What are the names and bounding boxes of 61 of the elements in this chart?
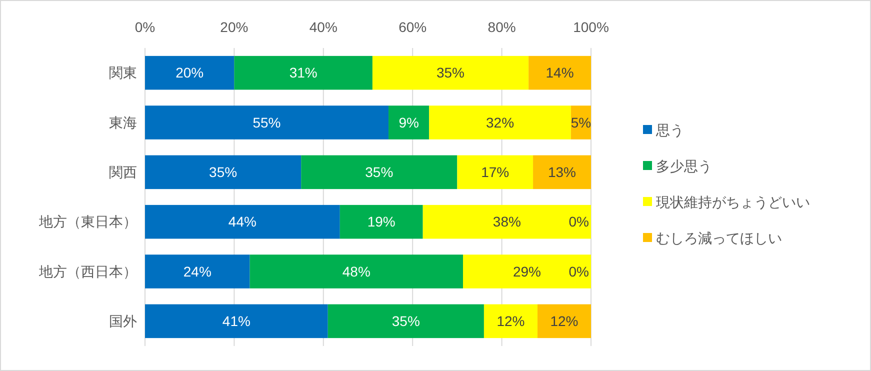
- bar: [340, 204, 423, 239]
- data-label: 19%: [367, 214, 396, 230]
- bar: [463, 254, 591, 288]
- x-tick-label: 20%: [220, 19, 248, 35]
- data-label: 12%: [496, 313, 525, 330]
- data-label: 35%: [436, 64, 465, 81]
- bar: [145, 254, 250, 288]
- legend-label: むしろ減ってほしい: [656, 230, 782, 246]
- data-label: 31%: [289, 64, 318, 81]
- legend-label: 現状維持がちょうどいい: [656, 194, 810, 210]
- data-label: 38%: [492, 214, 521, 230]
- bar: [429, 106, 571, 140]
- bar: [422, 204, 591, 239]
- y-tick-label: 関西: [109, 164, 137, 180]
- bar: [328, 304, 484, 338]
- data-label: 55%: [252, 114, 281, 130]
- legend-label: 思う: [655, 122, 684, 138]
- data-label: 24%: [183, 263, 212, 280]
- data-label: 35%: [392, 313, 420, 330]
- bar: [372, 56, 529, 90]
- data-label: 20%: [176, 64, 204, 81]
- data-label: 41%: [222, 313, 250, 330]
- legend-label: 多少思う: [656, 158, 712, 174]
- x-tick-label: 40%: [309, 19, 338, 35]
- data-label: 5%: [570, 114, 592, 130]
- bar: [388, 106, 430, 140]
- bar: [537, 304, 591, 338]
- bar: [145, 304, 328, 338]
- y-tick-label: 地方（西日本）: [38, 263, 137, 280]
- bar: [145, 155, 302, 190]
- bar: [457, 155, 534, 190]
- y-tick-label: 地方（東日本）: [38, 214, 137, 230]
- data-label: 29%: [512, 263, 542, 280]
- y-tick-label: 国外: [109, 313, 137, 330]
- data-label: 0%: [568, 263, 589, 280]
- bar: [234, 56, 372, 90]
- bar: [301, 155, 458, 190]
- data-label: 14%: [546, 64, 574, 81]
- data-label: 17%: [481, 164, 510, 180]
- bar: [145, 204, 340, 239]
- data-label: 32%: [486, 114, 514, 130]
- bar: [533, 155, 591, 190]
- bar: [484, 304, 538, 338]
- data-label: 48%: [342, 263, 370, 280]
- y-tick-label: 関東: [109, 64, 137, 81]
- bar: [145, 56, 234, 90]
- bar: [250, 254, 463, 288]
- data-label: 44%: [228, 214, 256, 230]
- data-label: 0%: [568, 214, 589, 230]
- x-tick-label: 80%: [488, 19, 516, 35]
- x-tick-label: 0%: [134, 19, 156, 35]
- data-label: 9%: [398, 114, 419, 130]
- data-label: 35%: [209, 164, 238, 180]
- data-label: 12%: [550, 313, 578, 330]
- x-tick-label: 60%: [398, 19, 427, 35]
- bar: [145, 106, 389, 140]
- data-label: 13%: [548, 164, 576, 180]
- x-tick-label: 100%: [573, 19, 609, 35]
- bar: [528, 56, 591, 90]
- y-tick-label: 東海: [109, 114, 137, 130]
- data-label: 35%: [365, 164, 394, 180]
